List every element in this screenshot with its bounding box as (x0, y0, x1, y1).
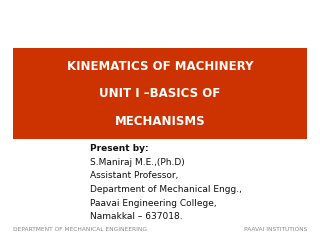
Text: Paavai Engineering College,: Paavai Engineering College, (90, 199, 216, 208)
Text: Department of Mechanical Engg.,: Department of Mechanical Engg., (90, 185, 242, 194)
Text: MECHANISMS: MECHANISMS (115, 115, 205, 128)
Text: Namakkal – 637018.: Namakkal – 637018. (90, 212, 182, 221)
Text: UNIT I –BASICS OF: UNIT I –BASICS OF (100, 87, 220, 100)
Text: Present by:: Present by: (90, 144, 148, 153)
Text: S.Maniraj M.E.,(Ph.D): S.Maniraj M.E.,(Ph.D) (90, 158, 184, 167)
Text: KINEMATICS OF MACHINERY: KINEMATICS OF MACHINERY (67, 60, 253, 72)
Text: Assistant Professor,: Assistant Professor, (90, 171, 178, 180)
Text: PAAVAI INSTITUTIONS: PAAVAI INSTITUTIONS (244, 227, 307, 232)
Bar (13, 48, 307, 139)
Text: DEPARTMENT OF MECHANICAL ENGINEERING: DEPARTMENT OF MECHANICAL ENGINEERING (13, 227, 147, 232)
